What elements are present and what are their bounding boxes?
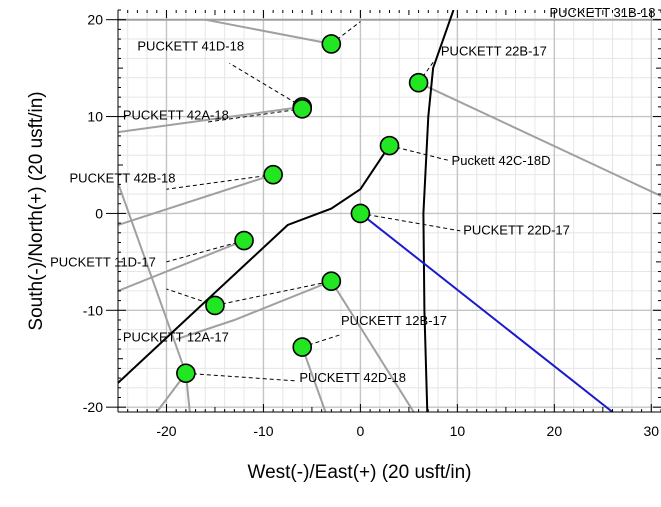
y-tick-label: -20 bbox=[83, 399, 103, 415]
label-leader bbox=[205, 108, 303, 123]
tick-labels: -20 -10 0 10 20 30 -20 -10 0 10 20 bbox=[83, 12, 660, 439]
well-marker bbox=[205, 295, 225, 316]
y-axis-title: South(-)/North(+) (20 usft/in) bbox=[26, 91, 47, 330]
well-marker bbox=[379, 135, 400, 156]
label-leader bbox=[229, 62, 303, 108]
y-tick-label: 10 bbox=[87, 109, 103, 125]
well-label: PUCKETT 12B-17 bbox=[341, 313, 447, 328]
x-tick-label: -20 bbox=[156, 423, 176, 439]
well-label: Puckett 42C-18D bbox=[452, 153, 551, 168]
offset-trajectory bbox=[118, 173, 274, 226]
offset-trajectory bbox=[118, 239, 245, 292]
x-tick-label: 30 bbox=[644, 423, 660, 439]
well-markers bbox=[176, 34, 429, 384]
well-label: PUCKETT 42D-18 bbox=[299, 370, 406, 385]
label-leader bbox=[360, 212, 461, 232]
offset-trajectory bbox=[175, 280, 332, 341]
trajectories bbox=[118, 10, 661, 412]
well-label: PUCKETT 42B-18 bbox=[70, 170, 176, 185]
x-tick-label: -10 bbox=[253, 423, 273, 439]
black-trajectory bbox=[118, 145, 391, 384]
x-tick-label: 20 bbox=[547, 423, 563, 439]
well-marker bbox=[263, 164, 283, 185]
x-axis-title: West(-)/East(+) (20 usft/in) bbox=[247, 462, 471, 483]
offset-trajectory bbox=[301, 346, 327, 412]
offset-trajectory bbox=[118, 18, 661, 374]
offset-trajectory bbox=[330, 280, 415, 412]
label-leader bbox=[166, 174, 274, 190]
well-label: PUCKETT 41D-18 bbox=[137, 39, 244, 54]
well-label: PUCKETT 12A-17 bbox=[123, 329, 229, 344]
well-label: PUCKETT 22B-17 bbox=[441, 44, 547, 59]
well-label: PUCKETT 11D-17 bbox=[50, 255, 156, 270]
well-marker bbox=[292, 337, 313, 357]
well-marker bbox=[292, 99, 313, 119]
black-trajectory bbox=[422, 10, 455, 412]
well-marker bbox=[321, 271, 342, 292]
well-marker bbox=[408, 72, 429, 93]
offset-trajectory bbox=[118, 105, 303, 134]
well-marker bbox=[321, 34, 342, 54]
y-tick-label: -10 bbox=[83, 302, 103, 318]
y-tick-label: 20 bbox=[87, 12, 103, 28]
well-label: PUCKETT 42A-18 bbox=[123, 107, 229, 122]
label-leader bbox=[331, 21, 361, 45]
axes bbox=[106, 9, 661, 413]
label-leaders bbox=[166, 21, 461, 382]
minor-grid bbox=[118, 10, 661, 412]
label-leader bbox=[214, 280, 332, 306]
well-marker bbox=[350, 203, 371, 224]
major-grid bbox=[118, 10, 661, 412]
label-leader bbox=[389, 145, 448, 161]
label-leader bbox=[185, 372, 298, 382]
offset-trajectory bbox=[418, 81, 661, 197]
reference-trajectory bbox=[359, 212, 614, 412]
well-marker bbox=[234, 230, 254, 251]
well-label: PUCKETT 22D-17 bbox=[463, 223, 570, 238]
y-tick-label: 0 bbox=[95, 205, 103, 221]
well-marker bbox=[176, 363, 196, 384]
offset-trajectory bbox=[205, 18, 332, 45]
x-tick-label: 10 bbox=[450, 423, 466, 439]
x-tick-label: 0 bbox=[357, 423, 365, 439]
